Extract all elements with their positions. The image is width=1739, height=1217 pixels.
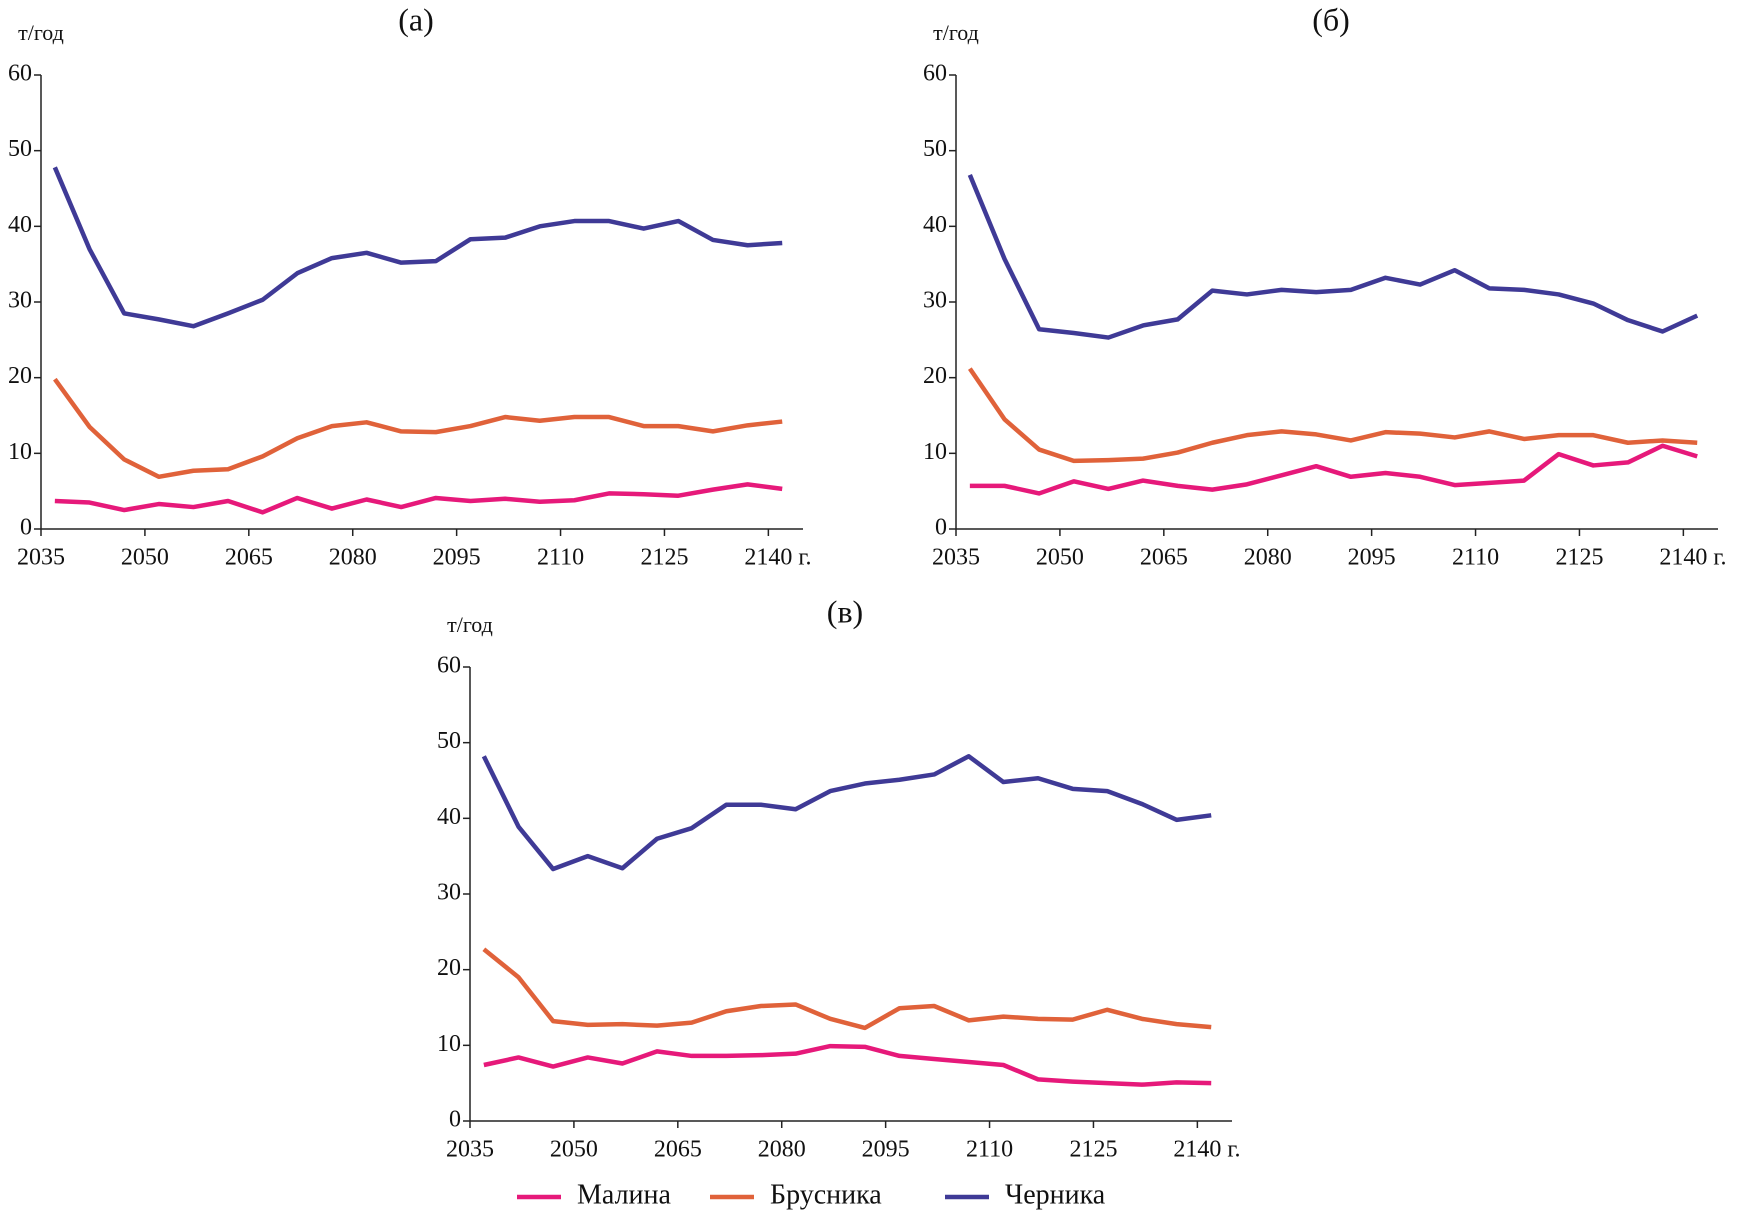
x-tick-label: 2110: [1452, 545, 1499, 571]
legend-label: Черника: [1005, 1179, 1106, 1210]
y-tick-label: 40: [8, 212, 32, 238]
y-tick-label: 60: [923, 61, 947, 87]
y-tick-label: 50: [8, 136, 32, 162]
y-tick-label: 20: [8, 363, 32, 389]
x-tick-label: 2095: [1348, 545, 1396, 571]
y-tick-label: 50: [437, 728, 461, 754]
x-tick-label: 2065: [1140, 545, 1188, 571]
y-tick-label: 20: [437, 955, 461, 981]
x-tick-label: 2125: [1555, 545, 1603, 571]
x-tick-label: 2080: [329, 545, 377, 571]
legend-label: Малина: [577, 1179, 672, 1210]
y-axis-label: т/год: [18, 20, 64, 45]
x-tick-label: 2035: [17, 545, 65, 571]
y-axis-label: т/год: [933, 20, 979, 45]
x-axis-label: г.: [798, 545, 811, 571]
y-tick-label: 20: [923, 363, 947, 389]
y-axis-label: т/год: [447, 612, 493, 637]
data-line: [482, 947, 1212, 1031]
x-tick-label: 2035: [932, 545, 980, 571]
x-tick-label: 2050: [121, 545, 169, 571]
x-tick-label: 2065: [654, 1137, 702, 1163]
y-tick-label: 50: [923, 136, 947, 162]
data-line: [969, 443, 1698, 496]
y-tick-label: 60: [8, 61, 32, 87]
x-tick-label: 2125: [1069, 1137, 1117, 1163]
y-tick-label: 30: [437, 880, 461, 906]
y-tick-label: 40: [437, 804, 461, 830]
legend-label: Брусника: [770, 1179, 882, 1210]
y-tick-label: 40: [923, 212, 947, 238]
x-tick-label: 2140: [1659, 545, 1707, 571]
x-tick-label: 2095: [862, 1137, 910, 1163]
chart-title: (в): [827, 593, 863, 629]
y-tick-label: 10: [8, 439, 32, 465]
x-axis-label: г.: [1227, 1137, 1240, 1163]
x-tick-label: 2050: [1036, 545, 1084, 571]
x-tick-label: 2035: [446, 1137, 494, 1163]
y-tick-label: 0: [449, 1107, 461, 1133]
y-tick-label: 10: [923, 439, 947, 465]
x-tick-label: 2080: [1244, 545, 1292, 571]
data-line: [481, 754, 1212, 872]
data-line: [54, 482, 783, 515]
data-line: [483, 1043, 1212, 1087]
x-tick-label: 2080: [758, 1137, 806, 1163]
x-tick-label: 2065: [225, 545, 273, 571]
chart-title: (б): [1312, 1, 1350, 37]
x-tick-label: 2110: [966, 1137, 1013, 1163]
y-tick-label: 10: [437, 1031, 461, 1057]
x-tick-label: 2050: [550, 1137, 598, 1163]
y-tick-label: 30: [8, 288, 32, 314]
y-tick-label: 0: [935, 515, 947, 541]
chart-title: (а): [398, 1, 434, 37]
data-line: [967, 174, 1699, 340]
data-line: [52, 166, 783, 329]
data-line: [967, 367, 1698, 464]
x-tick-label: 2125: [640, 545, 688, 571]
data-line: [53, 377, 783, 480]
x-tick-label: 2110: [537, 545, 584, 571]
x-tick-label: 2140: [1173, 1137, 1221, 1163]
y-tick-label: 30: [923, 288, 947, 314]
y-tick-label: 0: [20, 515, 32, 541]
x-tick-label: 2140: [744, 545, 792, 571]
x-axis-label: г.: [1713, 545, 1726, 571]
x-tick-label: 2095: [433, 545, 481, 571]
y-tick-label: 60: [437, 653, 461, 679]
